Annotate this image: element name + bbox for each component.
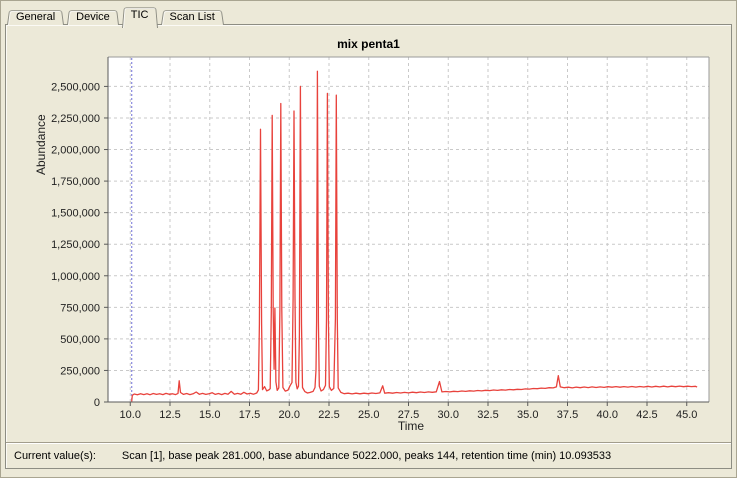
- svg-text:1,250,000: 1,250,000: [51, 239, 100, 251]
- tab-tic[interactable]: TIC: [121, 5, 158, 28]
- svg-text:37.5: 37.5: [557, 409, 578, 421]
- svg-text:1,750,000: 1,750,000: [51, 176, 100, 188]
- tab-scan-list[interactable]: Scan List: [160, 9, 224, 25]
- svg-text:15.0: 15.0: [199, 409, 220, 421]
- tab-bar: General Device TIC Scan List: [7, 5, 227, 28]
- chromatogram-chart: mix penta1 Abundance 10.0 12.5 15.0 17.5 20.…: [6, 25, 731, 442]
- svg-text:2,500,000: 2,500,000: [51, 81, 100, 93]
- svg-text:1,000,000: 1,000,000: [51, 271, 100, 283]
- tab-label: General: [16, 11, 56, 23]
- svg-text:250,000: 250,000: [60, 365, 100, 377]
- svg-text:2,250,000: 2,250,000: [51, 113, 100, 125]
- svg-text:12.5: 12.5: [159, 409, 180, 421]
- svg-text:27.5: 27.5: [398, 409, 419, 421]
- svg-text:30.0: 30.0: [438, 409, 459, 421]
- svg-text:32.5: 32.5: [477, 409, 498, 421]
- tab-label: TIC: [130, 9, 149, 21]
- svg-text:17.5: 17.5: [239, 409, 260, 421]
- status-label: Current value(s):: [14, 449, 96, 462]
- svg-text:35.0: 35.0: [517, 409, 538, 421]
- svg-text:45.0: 45.0: [676, 409, 697, 421]
- svg-text:1,500,000: 1,500,000: [51, 208, 100, 220]
- svg-text:42.5: 42.5: [636, 409, 657, 421]
- x-axis-label: Time: [397, 419, 425, 433]
- svg-text:2,000,000: 2,000,000: [51, 145, 100, 157]
- svg-text:40.0: 40.0: [597, 409, 618, 421]
- tab-content-panel: mix penta1 Abundance 10.0 12.5 15.0 17.5 20.…: [5, 24, 732, 469]
- svg-text:10.0: 10.0: [120, 409, 141, 421]
- svg-text:500,000: 500,000: [60, 334, 100, 346]
- tab-label: Device: [76, 11, 110, 23]
- svg-text:0: 0: [94, 397, 100, 409]
- chart-title: mix penta1: [337, 37, 400, 51]
- svg-text:25.0: 25.0: [358, 409, 379, 421]
- tab-general[interactable]: General: [7, 9, 65, 25]
- status-value: Scan [1], base peak 281.000, base abunda…: [121, 449, 612, 462]
- svg-text:750,000: 750,000: [60, 302, 100, 314]
- tab-device[interactable]: Device: [67, 9, 119, 25]
- plot-area[interactable]: 10.0 12.5 15.0 17.5 20.0 22.5 25.0 27.5 30.0 32.5…: [6, 25, 735, 443]
- svg-text:20.0: 20.0: [279, 409, 300, 421]
- svg-text:22.5: 22.5: [318, 409, 339, 421]
- tab-label: Scan List: [169, 11, 215, 23]
- status-bar: Current value(s): Scan [1], base peak 28…: [6, 442, 731, 468]
